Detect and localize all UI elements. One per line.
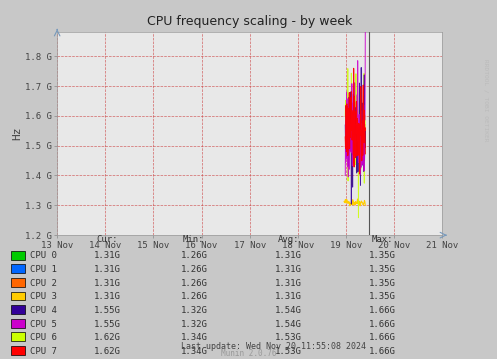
Text: 1.35G: 1.35G [369, 279, 396, 288]
Text: Min:: Min: [183, 236, 205, 244]
Text: 1.26G: 1.26G [180, 265, 207, 274]
Text: 1.34G: 1.34G [180, 333, 207, 342]
Text: 1.26G: 1.26G [180, 279, 207, 288]
Text: 1.55G: 1.55G [93, 320, 120, 329]
Text: 1.62G: 1.62G [93, 333, 120, 342]
Text: Last update: Wed Nov 20 11:55:08 2024: Last update: Wed Nov 20 11:55:08 2024 [181, 342, 366, 351]
Text: 1.53G: 1.53G [275, 333, 302, 342]
Text: 1.35G: 1.35G [369, 251, 396, 261]
Text: CPU 6: CPU 6 [30, 333, 57, 342]
Text: Cur:: Cur: [96, 236, 118, 244]
Text: 1.54G: 1.54G [275, 320, 302, 329]
Text: Avg:: Avg: [277, 236, 299, 244]
Text: 1.66G: 1.66G [369, 347, 396, 356]
Text: CPU 0: CPU 0 [30, 251, 57, 261]
Text: CPU 3: CPU 3 [30, 292, 57, 302]
Text: CPU 1: CPU 1 [30, 265, 57, 274]
Text: CPU 2: CPU 2 [30, 279, 57, 288]
Text: 1.32G: 1.32G [180, 320, 207, 329]
Text: 1.34G: 1.34G [180, 347, 207, 356]
Text: 1.31G: 1.31G [93, 292, 120, 302]
Title: CPU frequency scaling - by week: CPU frequency scaling - by week [147, 15, 352, 28]
Text: 1.54G: 1.54G [275, 306, 302, 315]
Y-axis label: Hz: Hz [12, 127, 22, 140]
Text: 1.31G: 1.31G [275, 265, 302, 274]
Text: 1.32G: 1.32G [180, 306, 207, 315]
Text: 1.66G: 1.66G [369, 333, 396, 342]
Text: 1.55G: 1.55G [93, 306, 120, 315]
Text: 1.53G: 1.53G [275, 347, 302, 356]
Text: CPU 4: CPU 4 [30, 306, 57, 315]
Text: 1.31G: 1.31G [275, 279, 302, 288]
Text: 1.66G: 1.66G [369, 306, 396, 315]
Text: 1.31G: 1.31G [275, 292, 302, 302]
Text: 1.26G: 1.26G [180, 292, 207, 302]
Text: 1.31G: 1.31G [93, 279, 120, 288]
Text: Max:: Max: [372, 236, 394, 244]
Text: 1.66G: 1.66G [369, 320, 396, 329]
Text: RRDTOOL / TOBI OETIKER: RRDTOOL / TOBI OETIKER [483, 59, 488, 142]
Text: 1.62G: 1.62G [93, 347, 120, 356]
Text: Munin 2.0.76: Munin 2.0.76 [221, 349, 276, 358]
Text: 1.26G: 1.26G [180, 251, 207, 261]
Text: 1.35G: 1.35G [369, 292, 396, 302]
Text: 1.35G: 1.35G [369, 265, 396, 274]
Text: CPU 7: CPU 7 [30, 347, 57, 356]
Text: 1.31G: 1.31G [275, 251, 302, 261]
Text: CPU 5: CPU 5 [30, 320, 57, 329]
Text: 1.31G: 1.31G [93, 251, 120, 261]
Text: 1.31G: 1.31G [93, 265, 120, 274]
